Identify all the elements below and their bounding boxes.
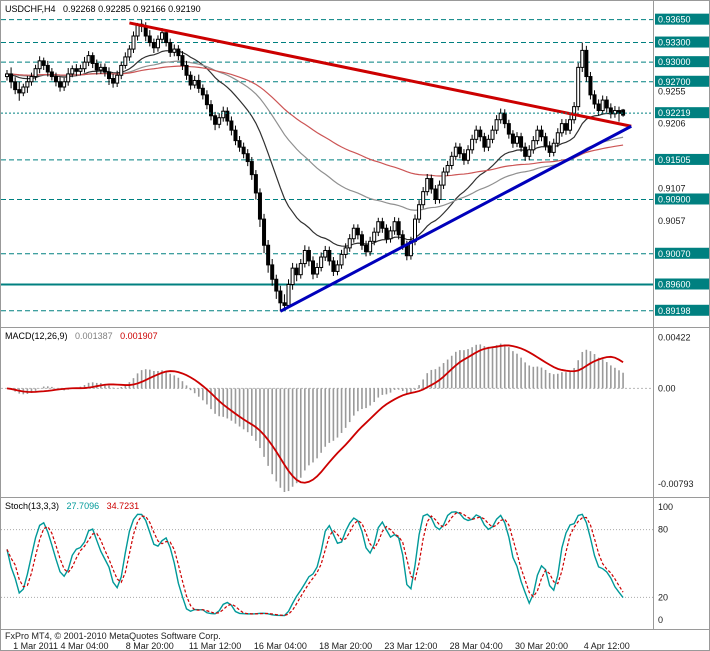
svg-text:0.9107: 0.9107: [658, 183, 686, 193]
time-axis-label: 23 Mar 12:00: [384, 641, 437, 651]
svg-text:0.90900: 0.90900: [658, 194, 691, 204]
time-axis-label: 8 Mar 20:00: [126, 641, 174, 651]
time-axis-label: 16 Mar 04:00: [254, 641, 307, 651]
descending-resistance-trendline[interactable]: [129, 21, 632, 128]
macd-indicator-label: MACD(12,26,9): [5, 331, 68, 341]
svg-text:0: 0: [658, 615, 663, 625]
ohlc-values: 0.92268 0.92285 0.92166 0.92190: [63, 4, 201, 14]
svg-text:0.9206: 0.9206: [658, 119, 686, 129]
time-scale[interactable]: 1 Mar 2011 4 Mar 04:00 8 Mar 20:00 11 Mar 1…: [13, 641, 630, 651]
broker-watermark: FxPro MT4, © 2001-2010 MetaQuotes Softwa…: [5, 631, 221, 641]
svg-text:0.92700: 0.92700: [658, 77, 691, 87]
svg-text:0.00422: 0.00422: [658, 332, 691, 342]
time-axis-label: 30 Mar 20:00: [515, 641, 568, 651]
time-axis-label: 4 Apr 12:00: [584, 641, 630, 651]
price-level-label: [655, 75, 709, 87]
svg-text:0.93300: 0.93300: [658, 38, 691, 48]
time-axis-label: 18 Mar 20:00: [319, 641, 372, 651]
macd-panel[interactable]: [1, 343, 653, 493]
stoch-panel[interactable]: [1, 511, 653, 617]
symbol-timeframe-label: USDCHF,H4: [5, 4, 56, 14]
price-level-label: [655, 56, 709, 68]
price-level-label: [655, 153, 709, 165]
main-chart-title: USDCHF,H4 0.92268 0.92285 0.92166 0.9219…: [5, 4, 206, 14]
svg-text:0.90070: 0.90070: [658, 249, 691, 259]
time-axis-label: 1 Mar 2011: [13, 641, 58, 651]
stoch-signal-value: 34.7231: [106, 501, 140, 511]
svg-text:0.9057: 0.9057: [658, 216, 686, 226]
price-level-label: [655, 193, 709, 205]
svg-text:80: 80: [658, 525, 668, 535]
price-scale[interactable]: 0.93650 0.93300 0.93000 0.92700 0.91505 0.909…: [655, 13, 709, 625]
svg-text:0.89600: 0.89600: [658, 279, 691, 289]
stoch-indicator-label: Stoch(13,3,3): [5, 501, 60, 511]
price-panel[interactable]: [1, 19, 653, 313]
svg-text:0.93000: 0.93000: [658, 57, 691, 67]
price-level-label: [655, 304, 709, 316]
ascending-support-trendline[interactable]: [279, 124, 632, 313]
svg-text:-0.00793: -0.00793: [658, 479, 694, 489]
svg-text:0.92219: 0.92219: [658, 108, 691, 118]
price-level-label: [655, 278, 709, 290]
price-level-label: [655, 13, 709, 25]
price-level-label: [655, 247, 709, 259]
price-level-label: [655, 107, 709, 119]
svg-text:0.00: 0.00: [658, 383, 676, 393]
price-level-label: [655, 36, 709, 48]
svg-text:20: 20: [658, 592, 668, 602]
time-axis-label: 4 Mar 04:00: [61, 641, 109, 651]
time-axis-label: 28 Mar 04:00: [450, 641, 503, 651]
stoch-main-value: 27.7096: [66, 501, 100, 511]
time-axis-label: 11 Mar 12:00: [189, 641, 241, 651]
macd-signal-value: 0.001907: [120, 331, 158, 341]
panel-frame: [1, 1, 709, 630]
macd-title: MACD(12,26,9) 0.001387 0.001907: [5, 331, 163, 341]
macd-main-value: 0.001387: [75, 331, 113, 341]
svg-text:0.91505: 0.91505: [658, 155, 691, 165]
svg-text:100: 100: [658, 502, 673, 512]
svg-text:0.9255: 0.9255: [658, 87, 686, 97]
svg-text:0.93650: 0.93650: [658, 15, 691, 25]
svg-text:0.89198: 0.89198: [658, 306, 691, 316]
stoch-title: Stoch(13,3,3) 27.7096 34.7231: [5, 501, 144, 511]
